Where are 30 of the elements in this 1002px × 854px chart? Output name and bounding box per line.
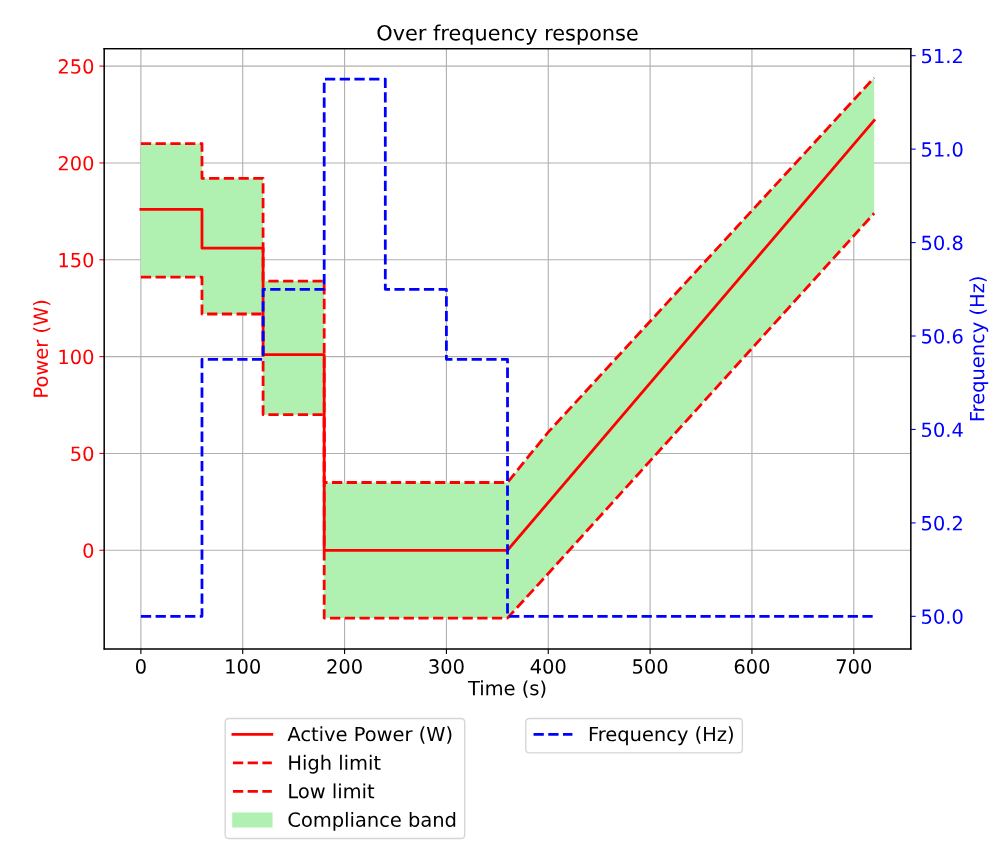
y2-tick-label: 51.0 — [922, 142, 963, 157]
y2-axis-title: Frequency (Hz) — [969, 277, 989, 421]
x-tick-label: 600 — [734, 659, 770, 674]
x-tick-label: 100 — [226, 659, 260, 674]
y2-tick-label: 50.4 — [922, 422, 963, 438]
y2-tick-label: 50.6 — [922, 328, 963, 344]
y-tick-label: 50 — [71, 446, 94, 462]
y2-tick-label: 50.0 — [922, 609, 963, 624]
x-tick-label: 500 — [633, 659, 668, 674]
y-tick-label: 0 — [83, 543, 94, 558]
y-tick-label: 150 — [59, 252, 94, 268]
x-tick-label: 300 — [429, 659, 464, 674]
x-tick-label: 700 — [836, 659, 872, 674]
y-tick-label: 250 — [58, 59, 94, 74]
legend-label: Active Power (W) — [287, 726, 452, 744]
legend-label: Compliance band — [288, 811, 456, 831]
y2-tick-label: 50.8 — [922, 235, 963, 251]
x-tick-label: 200 — [327, 659, 362, 674]
legend-label: High limit — [289, 754, 381, 774]
chart-title: Over frequency response — [377, 24, 638, 45]
y-tick-label: 200 — [58, 155, 94, 171]
y2-tick-label: 51.2 — [922, 48, 962, 64]
y2-tick-label: 50.2 — [922, 515, 962, 531]
x-tick-label: 400 — [530, 659, 566, 674]
y-tick-label: 100 — [59, 349, 94, 365]
legend-label: Low limit — [289, 783, 375, 799]
x-tick-label: 0 — [135, 659, 146, 674]
x-axis-title: Time (s) — [467, 680, 546, 698]
y-axis-title: Power (W) — [33, 300, 51, 397]
legend-label: Frequency (Hz) — [589, 726, 733, 746]
